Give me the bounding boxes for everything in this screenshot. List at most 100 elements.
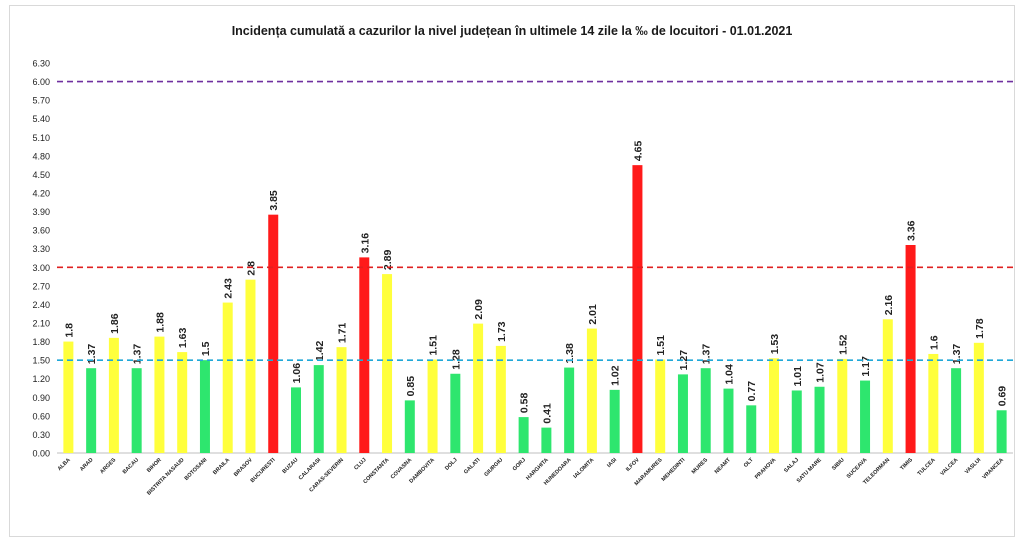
data-label: 2.89 <box>382 249 394 270</box>
data-label: 1.63 <box>177 327 189 348</box>
data-label: 1.52 <box>837 334 849 355</box>
bar <box>700 368 711 453</box>
bar <box>905 245 916 453</box>
bar <box>268 214 279 453</box>
x-tick-label: BOTOSANI <box>184 457 209 482</box>
data-label: 1.53 <box>769 334 781 355</box>
bar <box>677 374 688 453</box>
bar <box>63 341 74 453</box>
data-label: 1.37 <box>701 344 713 365</box>
bar <box>951 368 962 453</box>
x-tick-label: VRANCEA <box>982 457 1005 480</box>
y-tick-label: 6.30 <box>32 59 50 69</box>
bar <box>723 388 734 453</box>
y-tick-label: 6.00 <box>32 77 50 87</box>
x-tick-label: BIHOR <box>146 457 163 474</box>
bar <box>382 274 393 453</box>
chart-frame <box>9 5 1015 537</box>
y-tick-label: 3.60 <box>32 226 50 236</box>
data-label: 1.51 <box>428 335 440 356</box>
data-label: 1.5 <box>200 341 212 356</box>
data-label: 1.6 <box>928 335 940 350</box>
bar <box>473 323 484 453</box>
data-label: 1.51 <box>655 335 667 356</box>
bar <box>882 319 893 453</box>
data-label: 1.02 <box>610 365 622 386</box>
x-tick-label: PRAHOVA <box>754 457 777 480</box>
x-tick-label: GORJ <box>512 457 527 472</box>
data-label: 1.27 <box>678 350 690 371</box>
data-label: 0.41 <box>541 403 553 424</box>
x-tick-label: ARGES <box>99 457 117 475</box>
bar <box>86 368 97 453</box>
y-tick-label: 4.20 <box>32 189 50 199</box>
bar <box>359 257 370 453</box>
bar <box>336 347 347 453</box>
x-tick-label: SALAJ <box>783 457 800 474</box>
data-label: 1.73 <box>496 321 508 342</box>
x-tick-label: MEHEDINTI <box>661 457 687 483</box>
bar <box>655 359 666 453</box>
y-tick-label: 0.00 <box>32 449 50 459</box>
x-tick-label: NEAMT <box>714 457 733 476</box>
data-label: 2.16 <box>883 295 895 316</box>
data-label: 3.85 <box>268 190 280 211</box>
y-tick-label: 3.30 <box>32 244 50 254</box>
data-label: 3.16 <box>359 233 371 254</box>
bar <box>996 410 1007 453</box>
bar <box>860 380 871 453</box>
bar <box>837 358 848 453</box>
bar <box>564 367 575 453</box>
data-label: 1.04 <box>723 364 735 385</box>
y-tick-label: 2.70 <box>32 281 50 291</box>
x-tick-label: GIURGIU <box>483 457 504 478</box>
y-tick-label: 5.40 <box>32 114 50 124</box>
bar <box>108 337 119 453</box>
x-tick-label: TIMIS <box>899 457 914 472</box>
x-tick-label: SIBIU <box>831 457 846 472</box>
y-tick-label: 4.80 <box>32 151 50 161</box>
data-label: 1.37 <box>86 344 98 365</box>
x-tick-label: CLUJ <box>353 457 367 471</box>
y-tick-label: 2.40 <box>32 300 50 310</box>
bar <box>746 405 757 453</box>
y-tick-label: 4.50 <box>32 170 50 180</box>
bar <box>404 400 415 453</box>
x-tick-label: IASI <box>606 457 618 469</box>
bar <box>291 387 301 453</box>
y-tick-label: 3.90 <box>32 207 50 217</box>
data-label: 1.01 <box>792 366 804 387</box>
data-label: 1.06 <box>291 363 303 384</box>
x-tick-label: DOLJ <box>444 457 459 472</box>
data-label: 2.43 <box>223 278 235 299</box>
y-tick-label: 5.10 <box>32 133 50 143</box>
bar <box>245 279 256 453</box>
y-tick-label: 1.20 <box>32 374 50 384</box>
data-label: 1.37 <box>951 344 963 365</box>
y-tick-label: 2.10 <box>32 319 50 329</box>
data-label: 0.77 <box>746 381 758 402</box>
x-tick-label: BACAU <box>122 457 140 475</box>
x-tick-label: BUZAU <box>282 457 300 475</box>
data-label: 2.01 <box>587 304 599 325</box>
data-label: 0.69 <box>997 386 1009 407</box>
data-label: 1.78 <box>974 318 986 339</box>
data-label: 1.28 <box>450 349 462 370</box>
data-label: 1.42 <box>314 340 326 361</box>
x-tick-label: MURES <box>691 457 710 476</box>
x-tick-label: BUCURESTI <box>250 457 277 484</box>
x-tick-label: ARAD <box>79 457 94 472</box>
y-tick-label: 3.00 <box>32 263 50 273</box>
data-label: 1.07 <box>815 362 827 383</box>
x-tick-label: BRAILA <box>212 457 231 476</box>
bar <box>769 358 779 453</box>
bar <box>199 360 210 453</box>
data-label: 2.8 <box>245 261 257 276</box>
data-label: 2.09 <box>473 299 485 320</box>
bar <box>131 368 142 453</box>
data-label: 1.71 <box>337 323 349 344</box>
x-tick-label: VASLUI <box>964 457 983 476</box>
bar <box>928 353 939 453</box>
data-label: 1.8 <box>63 323 75 338</box>
